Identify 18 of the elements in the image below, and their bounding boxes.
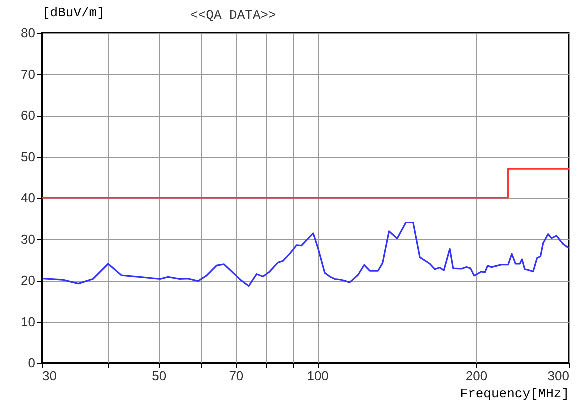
y-tick-label: 80 xyxy=(21,26,36,40)
x-tick-label: 50 xyxy=(152,368,167,384)
y-tick-label: 40 xyxy=(21,190,36,206)
x-tick-label: 30 xyxy=(42,368,57,384)
chart-title: <<QA DATA>> xyxy=(190,8,277,23)
y-tick-label: 30 xyxy=(21,232,36,247)
y-tick-label: 60 xyxy=(21,108,36,123)
x-tick-label: 70 xyxy=(229,368,244,384)
y-tick-label: 50 xyxy=(21,149,36,164)
x-tick-label: 300 xyxy=(548,368,570,384)
x-axis-title: Frequency[MHz] xyxy=(460,386,570,402)
y-axis-title: [dBuV/m] xyxy=(42,6,105,20)
x-tick-label: 200 xyxy=(466,368,488,384)
x-tick-label: 100 xyxy=(307,368,329,384)
y-tick-label: 20 xyxy=(21,273,36,288)
y-tick-label: 10 xyxy=(21,314,36,330)
y-tick-label: 70 xyxy=(21,66,36,82)
y-tick-label: 0 xyxy=(28,356,36,370)
